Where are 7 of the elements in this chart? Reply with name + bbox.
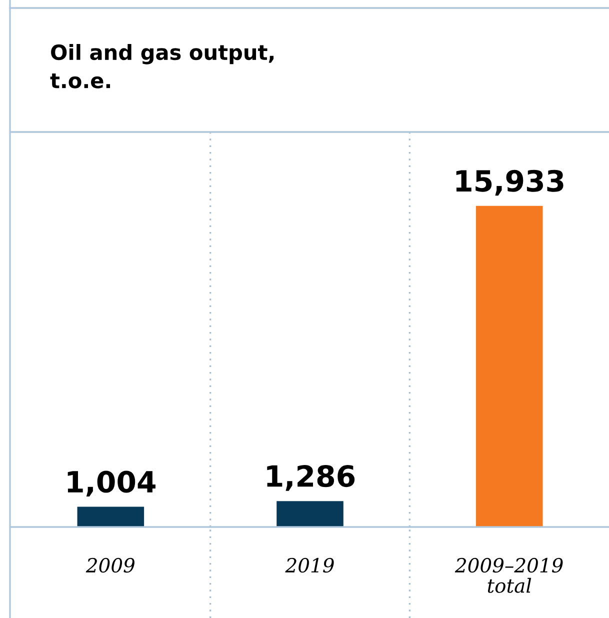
x-tick-label: 2009 [86,558,134,573]
x-tick-label: 2009–2019 total [454,558,563,593]
data-label: 1,004 [68,470,156,497]
chart-title: Oil and gas output, t.o.e. [50,44,274,88]
data-label: 15,933 [456,170,564,196]
x-tick-label: 2019 [285,558,334,573]
data-label: 1,286 [267,465,355,491]
